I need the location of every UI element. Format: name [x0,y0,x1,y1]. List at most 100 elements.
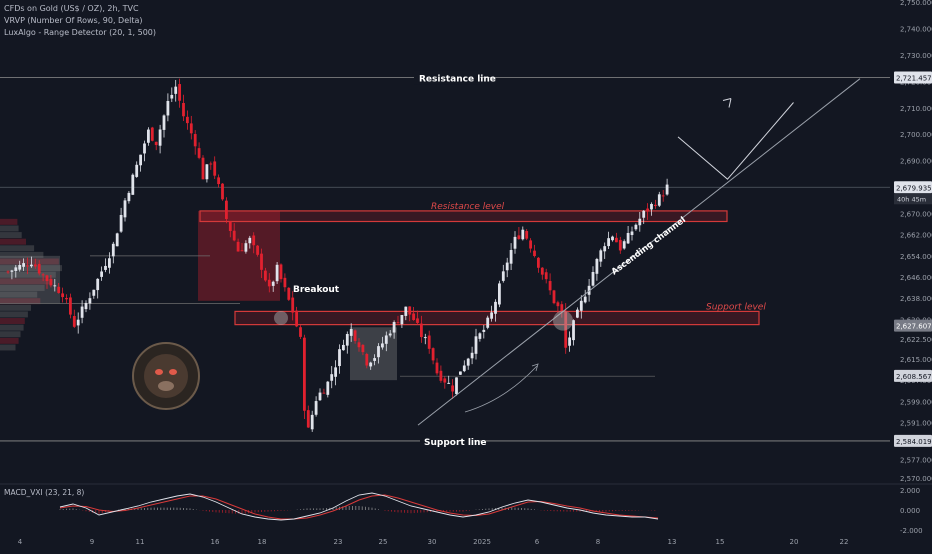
candle[interactable] [271,281,275,286]
candle[interactable] [221,183,224,200]
candle[interactable] [607,238,610,247]
candle[interactable] [201,157,205,180]
candle[interactable] [525,231,529,239]
candle[interactable] [431,348,435,361]
candle[interactable] [197,148,201,158]
candle[interactable] [540,267,544,275]
candle[interactable] [260,253,263,270]
candle[interactable] [334,367,337,377]
ascending-channel-line[interactable] [417,78,861,426]
candle[interactable] [661,195,665,197]
candle[interactable] [572,320,575,341]
candle[interactable] [65,298,68,300]
candle[interactable] [591,271,595,286]
candle[interactable] [533,250,536,257]
candle[interactable] [615,237,618,243]
candle[interactable] [412,313,415,320]
candle[interactable] [439,370,443,381]
candle[interactable] [88,298,92,304]
candle[interactable] [186,116,189,124]
candle[interactable] [6,271,10,273]
candle[interactable] [14,267,18,271]
candle[interactable] [427,335,431,349]
candle[interactable] [189,123,193,134]
candle[interactable] [564,310,568,348]
candle[interactable] [544,272,548,280]
candle[interactable] [80,306,84,318]
candle[interactable] [345,333,349,346]
candle[interactable] [377,346,380,358]
candle[interactable] [41,274,45,276]
candle[interactable] [240,250,244,252]
candle[interactable] [338,349,341,367]
candle[interactable] [630,231,634,236]
candle[interactable] [318,392,322,401]
candle[interactable] [342,344,345,351]
candle[interactable] [603,246,607,252]
candle[interactable] [638,218,642,226]
candle[interactable] [416,318,419,323]
candle[interactable] [22,263,25,267]
candle[interactable] [209,163,213,165]
candle[interactable] [299,327,302,337]
candle[interactable] [158,129,162,146]
candle[interactable] [466,358,470,366]
candle[interactable] [248,237,252,244]
candle[interactable] [96,278,100,291]
candle[interactable] [275,264,279,282]
candle[interactable] [123,200,127,218]
resistance-zone[interactable] [199,210,728,223]
candle[interactable] [482,329,486,332]
candle[interactable] [72,316,76,327]
candle[interactable] [501,271,505,281]
candle[interactable] [61,293,64,298]
candle[interactable] [529,240,532,249]
candle[interactable] [147,129,150,143]
candle[interactable] [517,235,521,239]
candle[interactable] [166,100,170,116]
candle[interactable] [53,285,57,287]
candle[interactable] [135,164,139,177]
candle[interactable] [139,154,142,166]
candle[interactable] [236,241,240,252]
candle[interactable] [131,174,135,195]
candle[interactable] [295,310,298,327]
candle[interactable] [509,250,513,264]
candle[interactable] [498,283,501,305]
candle[interactable] [400,314,404,325]
candle[interactable] [84,302,88,310]
candle[interactable] [115,233,119,247]
candle[interactable] [104,265,107,270]
candle[interactable] [361,344,365,353]
candle[interactable] [537,257,540,268]
indicator-range-detector-label[interactable]: LuxAlgo - Range Detector (20, 1, 500) [4,28,157,37]
candle[interactable] [622,241,626,249]
candle[interactable] [353,330,357,342]
candle[interactable] [30,264,33,267]
candle[interactable] [373,358,376,361]
candle[interactable] [100,271,103,277]
candle[interactable] [451,385,454,392]
candle[interactable] [228,221,232,231]
candle[interactable] [330,374,334,381]
candle[interactable] [92,289,96,296]
candle[interactable] [650,203,653,210]
candle[interactable] [626,232,630,244]
candle[interactable] [470,352,474,359]
candle[interactable] [587,285,591,295]
candle[interactable] [108,258,111,268]
candle[interactable] [420,323,423,338]
candle[interactable] [256,245,259,255]
candle[interactable] [49,279,53,286]
candle[interactable] [443,378,447,383]
candle[interactable] [576,309,579,318]
candle[interactable] [459,371,462,375]
candle[interactable] [10,270,14,272]
candle[interactable] [244,243,248,252]
candle[interactable] [162,115,166,130]
candle[interactable] [193,134,197,147]
candle[interactable] [314,401,318,415]
candle[interactable] [568,337,571,346]
candle[interactable] [423,337,427,339]
